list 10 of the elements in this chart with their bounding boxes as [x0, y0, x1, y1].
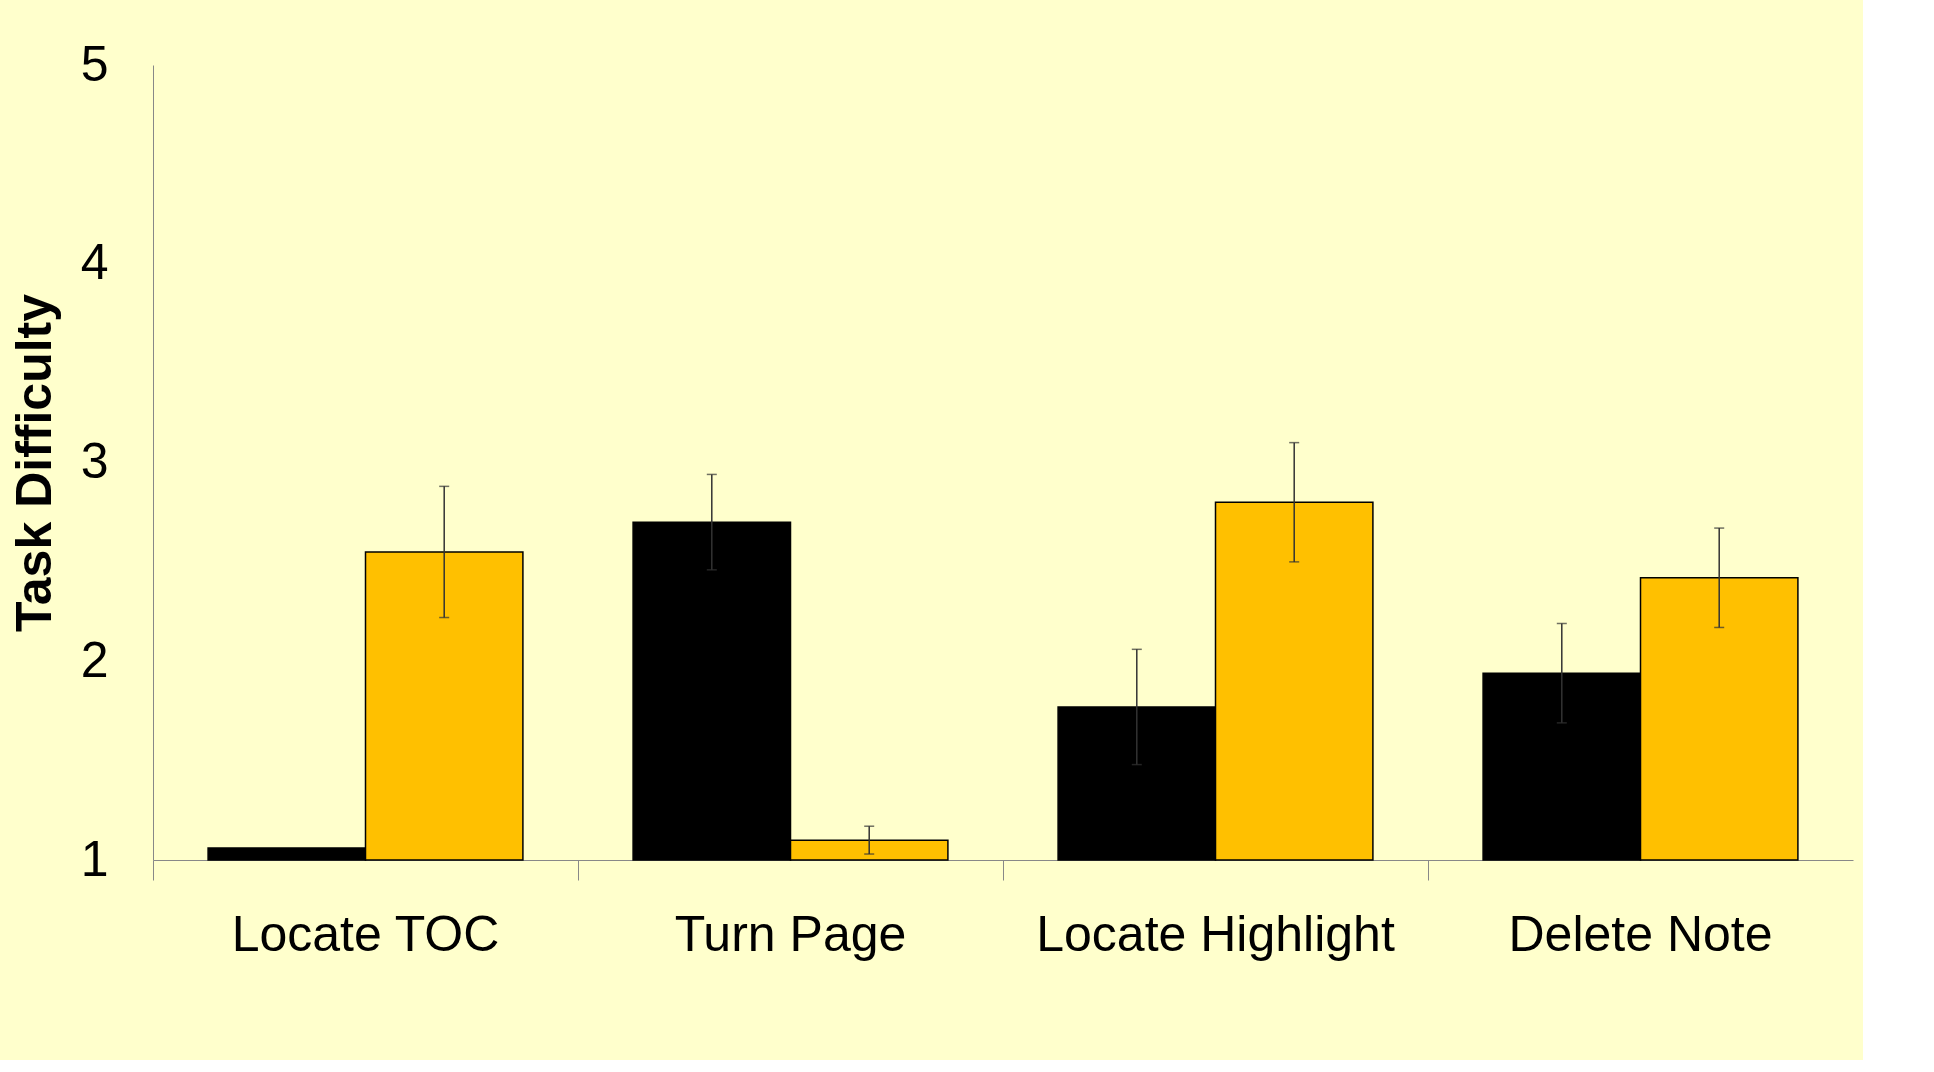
y-tick-label: 5	[80, 35, 109, 92]
y-tick-label: 3	[80, 433, 109, 489]
y-axis-title: Task Difficulty	[5, 293, 62, 633]
y-tick-label: 1	[80, 830, 109, 887]
x-tick-label: Turn Page	[674, 905, 907, 962]
x-tick-label: Locate Highlight	[1036, 905, 1395, 962]
y-tick-label: 4	[80, 234, 109, 291]
y-tick-label: 2	[80, 631, 109, 688]
x-tick-label: Locate TOC	[231, 905, 500, 962]
x-tick-label: Delete Note	[1508, 905, 1773, 962]
